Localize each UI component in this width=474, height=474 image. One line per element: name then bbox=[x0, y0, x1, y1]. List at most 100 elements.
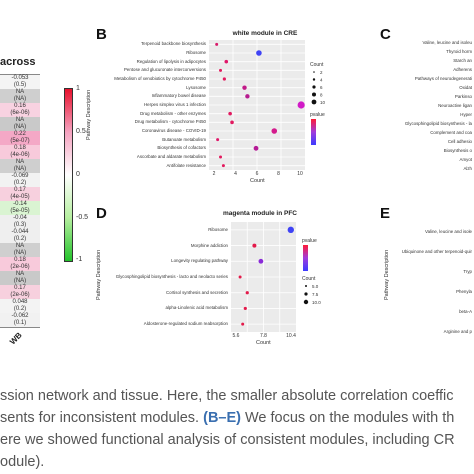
heatmap-cell: -0.069 bbox=[0, 173, 40, 180]
panel-d-ylabel: Pathway Description bbox=[96, 249, 102, 300]
panel-b-plot-area bbox=[209, 40, 305, 170]
panel-e-pathway-labels: Valine, leucine and isole Ubiquinone and … bbox=[390, 222, 474, 342]
panel-b-pvalue-legend-title: pvalue bbox=[310, 112, 325, 118]
data-point bbox=[219, 68, 223, 72]
data-point bbox=[243, 306, 247, 311]
pathway-label: Adherens bbox=[453, 66, 472, 72]
heatmap-cell: (5e-07) bbox=[0, 138, 40, 145]
panel-d-plot-area bbox=[231, 222, 296, 332]
x-tick-label: 10.4 bbox=[286, 333, 296, 339]
panel-d-count-legend: 5.0 7.5 10.0 bbox=[303, 284, 321, 305]
data-point bbox=[241, 322, 245, 326]
pathway-label: Coronavirus disease - COVID-19 bbox=[141, 128, 206, 133]
pathway-label: Starch an bbox=[453, 57, 472, 63]
heatmap-cell: (0.5) bbox=[0, 82, 40, 89]
pathway-label: Herpes simplex virus 1 infection bbox=[144, 102, 206, 107]
pathway-label: Neuroactive ligan bbox=[438, 102, 472, 108]
heatmap-cell: NA bbox=[0, 117, 40, 124]
data-point bbox=[245, 94, 250, 99]
heatmap-cell: -0.062 bbox=[0, 313, 40, 320]
pathway-label: alpha-Linolenic acid metabolism bbox=[165, 305, 228, 311]
heatmap-cell: -0.14 bbox=[0, 201, 40, 208]
data-point bbox=[215, 42, 219, 46]
count-legend-dot bbox=[312, 85, 316, 89]
panel-d-xticks: 5.6 7.8 10.4 bbox=[231, 333, 296, 341]
heatmap-cell: (0.2) bbox=[0, 180, 40, 187]
count-legend-dot bbox=[312, 78, 316, 81]
heatmap-cell: NA bbox=[0, 243, 40, 250]
data-point bbox=[287, 226, 294, 234]
panel-label-b: B bbox=[96, 26, 107, 43]
pathway-label: Antifolate resistance bbox=[166, 162, 206, 168]
pathway-label: Aldosterone-regulated sodium reabsorptio… bbox=[143, 321, 228, 327]
panel-d-pvalue-gradient bbox=[303, 245, 308, 271]
panel-d-title: magenta module in PFC bbox=[222, 210, 298, 217]
heatmap-cell: 0.048 bbox=[0, 299, 40, 306]
caption-line-2c: We focus on the modules with th bbox=[240, 410, 455, 426]
heatmap-cell: NA bbox=[0, 271, 40, 278]
data-point bbox=[297, 101, 305, 109]
heatmap-cell: NA bbox=[0, 89, 40, 96]
pathway-label: Tryp bbox=[463, 269, 472, 274]
pathway-label: Morphine addiction bbox=[190, 242, 228, 248]
panel-d-dot-plot bbox=[231, 222, 296, 332]
panel-b-count-legend-title: Count bbox=[310, 62, 324, 68]
legend-tick-0: 0 bbox=[76, 171, 80, 178]
data-point bbox=[271, 128, 278, 134]
legend-tick-neg1: -1 bbox=[76, 256, 83, 263]
caption-panel-ref: (B–E) bbox=[203, 410, 241, 426]
count-legend-dot bbox=[305, 285, 307, 287]
pathway-label: Oxidat bbox=[459, 84, 472, 90]
panel-b-pvalue-gradient bbox=[311, 119, 316, 145]
data-point bbox=[228, 111, 232, 116]
heatmap-cell: (0.2) bbox=[0, 236, 40, 243]
pathway-label: Biosynthesis o bbox=[443, 147, 472, 153]
heatmap-cell: (NA) bbox=[0, 250, 40, 257]
heatmap-cell: (0.2) bbox=[0, 306, 40, 313]
caption-line-1: ssion network and tissue. Here, the smal… bbox=[0, 388, 454, 404]
panel-label-d: D bbox=[96, 205, 107, 222]
count-legend-label: 5.0 bbox=[312, 284, 319, 289]
panel-b-xlabel: Count bbox=[250, 178, 265, 184]
count-legend-label: 7.5 bbox=[312, 292, 319, 297]
heatmap-cell: (NA) bbox=[0, 166, 40, 173]
x-tick-label: 10 bbox=[297, 171, 303, 177]
heatmap-cell: 0.18 bbox=[0, 257, 40, 264]
pathway-label: Complement and coa bbox=[430, 129, 472, 135]
pathway-label: Alzh bbox=[463, 165, 472, 171]
heatmap-cell: (4e-05) bbox=[0, 194, 40, 201]
pathway-label: Glycosphingolipid biosynthesis - la bbox=[404, 120, 472, 126]
count-legend-label: 4 bbox=[320, 78, 323, 83]
heatmap-cell: (2e-06) bbox=[0, 292, 40, 299]
pathway-label: Glycosphingolipid biosynthesis - lacto a… bbox=[115, 274, 228, 279]
heatmap-cell: (0.3) bbox=[0, 222, 40, 229]
pathway-label: Amyot bbox=[459, 156, 472, 162]
panel-label-e: E bbox=[380, 205, 391, 222]
panel-b-dot-plot bbox=[209, 40, 305, 170]
caption-line-4: odule). bbox=[0, 454, 45, 470]
count-legend-dot bbox=[312, 92, 316, 97]
heatmap-cell: (NA) bbox=[0, 278, 40, 285]
panel-d-xlabel: Count bbox=[256, 340, 271, 346]
heatmap-cell: 0.17 bbox=[0, 187, 40, 194]
data-point bbox=[221, 164, 225, 168]
pathway-label: Regulation of lipolysis in adipocytes bbox=[136, 58, 206, 64]
pathway-label: Pathways of neurodegenerati bbox=[414, 75, 472, 81]
panel-b-count-legend: 2 4 6 8 10 bbox=[311, 70, 326, 105]
pathway-label: Ribosome bbox=[208, 226, 228, 232]
heatmap-title: across bbox=[0, 56, 36, 68]
heatmap-cell: 0.22 bbox=[0, 131, 40, 138]
heatmap-panel: across -0.053 (0.5) NA (NA) 0.16 (6e-06) NA (NA… bbox=[0, 0, 90, 380]
caption-line-3: ere we showed functional analysis of con… bbox=[0, 432, 455, 448]
pathway-label: Metabolism of xenobiotics by cytochrome … bbox=[114, 76, 206, 81]
caption-line-2a: sents for inconsistent modules. bbox=[0, 410, 204, 426]
pathway-label: Phenyla bbox=[456, 289, 472, 294]
legend-tick-neg0.5: -0.5 bbox=[76, 214, 89, 221]
data-point bbox=[256, 50, 262, 56]
x-tick-label: 5.6 bbox=[232, 333, 240, 339]
pathway-label: Parkinso bbox=[454, 93, 472, 99]
data-point bbox=[216, 138, 220, 142]
panel-label-c: C bbox=[380, 26, 391, 43]
pathway-label: Arginine and p bbox=[443, 329, 472, 334]
heatmap-cell: 0.18 bbox=[0, 145, 40, 152]
